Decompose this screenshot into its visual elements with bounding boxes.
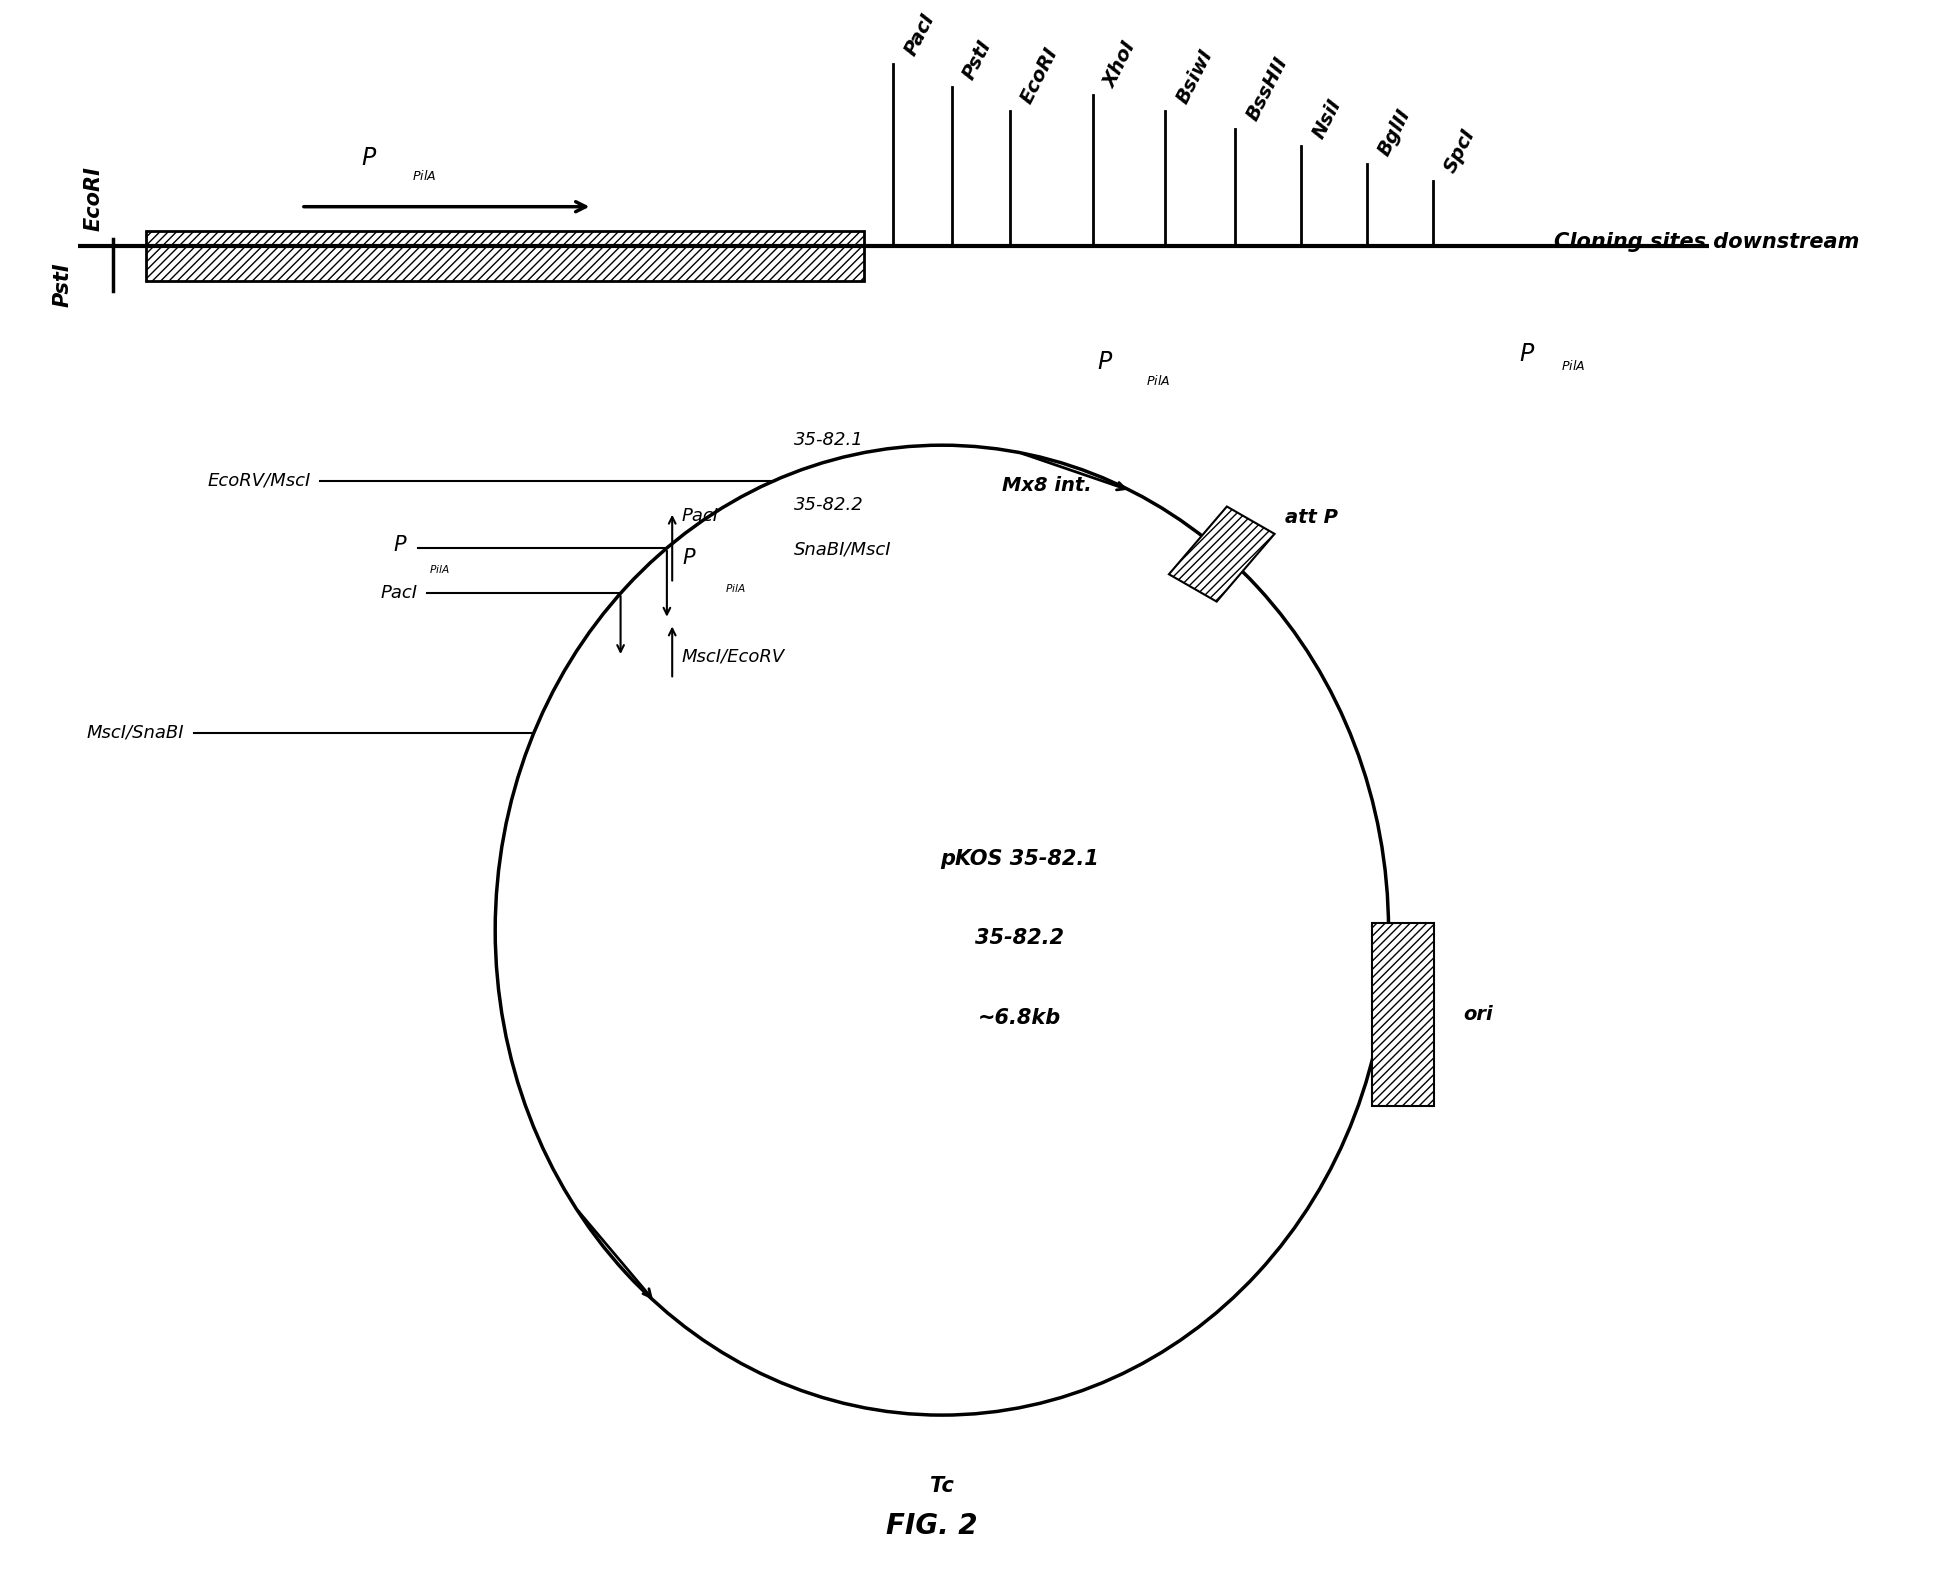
Text: PacI: PacI	[381, 584, 418, 603]
Text: EcoRV/MscI: EcoRV/MscI	[208, 472, 311, 490]
Text: PstI: PstI	[52, 262, 72, 307]
Text: $P$: $P$	[682, 547, 697, 568]
Text: NsiI: NsiI	[1309, 95, 1346, 142]
Text: pKOS 35-82.1: pKOS 35-82.1	[940, 849, 1099, 868]
Text: FIG. 2: FIG. 2	[886, 1512, 979, 1541]
Text: 35-82.1: 35-82.1	[794, 431, 864, 448]
Text: att P: att P	[1286, 507, 1338, 526]
Text: BssHII: BssHII	[1243, 54, 1291, 124]
Text: SpcI: SpcI	[1441, 126, 1480, 176]
Text: PacI: PacI	[682, 507, 719, 525]
Text: 35-82.2: 35-82.2	[975, 929, 1064, 948]
Text: $_{PilA}$: $_{PilA}$	[724, 580, 746, 595]
Text: MscI/SnaBI: MscI/SnaBI	[87, 723, 184, 743]
Text: BglII: BglII	[1375, 107, 1414, 159]
Text: EcoRI: EcoRI	[1018, 45, 1062, 107]
Text: Tc: Tc	[930, 1476, 954, 1496]
Bar	[1169, 507, 1274, 601]
Text: EcoRI: EcoRI	[84, 165, 103, 231]
Text: Mx8 int.: Mx8 int.	[1002, 475, 1091, 494]
Text: PstI: PstI	[959, 37, 994, 83]
Text: $_{PilA}$: $_{PilA}$	[412, 165, 437, 183]
Bar	[146, 231, 864, 281]
Text: SnaBI/MscI: SnaBI/MscI	[794, 541, 891, 560]
Text: $_{PilA}$: $_{PilA}$	[1146, 370, 1171, 388]
Text: Cloning sites downstream: Cloning sites downstream	[1554, 232, 1858, 251]
Text: MscI/EcoRV: MscI/EcoRV	[682, 647, 785, 666]
Text: $_{PilA}$: $_{PilA}$	[1561, 355, 1587, 372]
Text: 35-82.2: 35-82.2	[794, 496, 864, 515]
Text: $P$: $P$	[1519, 342, 1534, 366]
Text: PacI: PacI	[901, 10, 938, 59]
Text: ~6.8kb: ~6.8kb	[979, 1008, 1060, 1027]
Text: $P$: $P$	[1097, 350, 1113, 374]
Text: $P$: $P$	[394, 534, 408, 555]
Text: BsiwI: BsiwI	[1173, 46, 1216, 107]
Bar	[1373, 922, 1435, 1105]
Text: $_{PilA}$: $_{PilA}$	[429, 561, 451, 576]
Text: ori: ori	[1464, 1005, 1493, 1024]
Text: $P$: $P$	[361, 146, 377, 170]
Text: XhoI: XhoI	[1101, 38, 1140, 91]
